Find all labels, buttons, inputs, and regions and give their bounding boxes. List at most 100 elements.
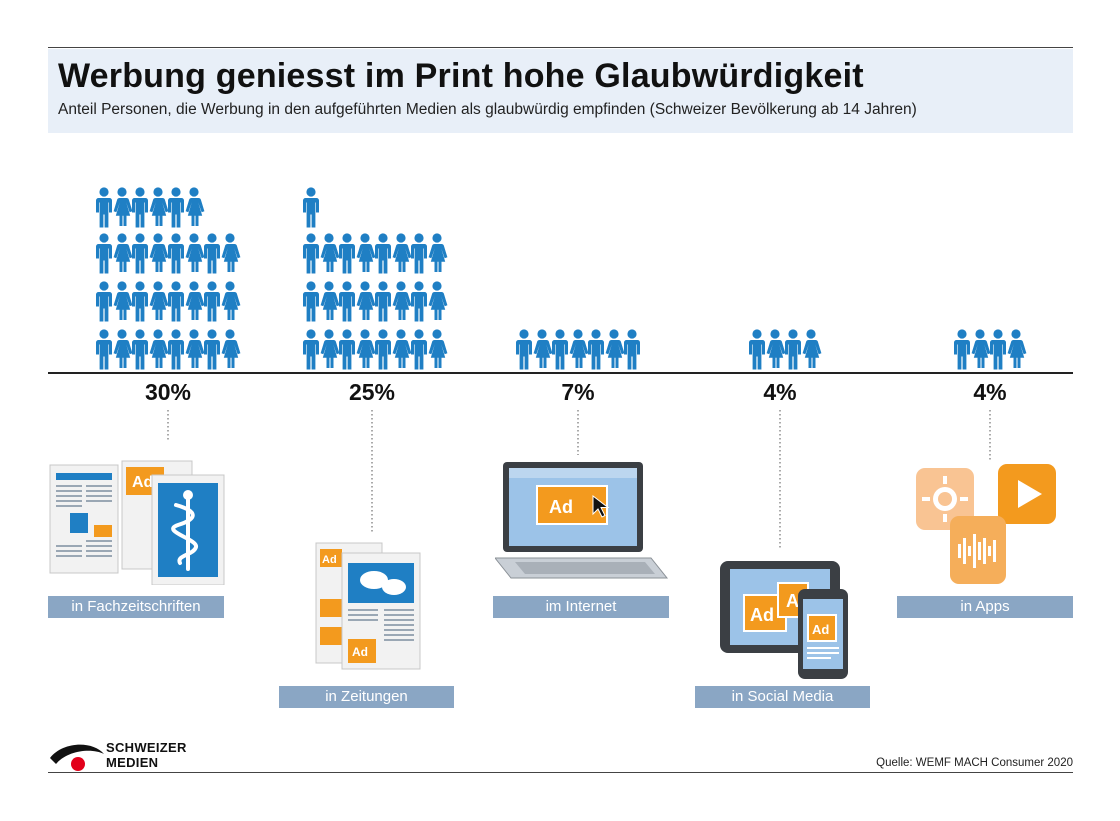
person-icon <box>339 281 355 322</box>
person-icon <box>303 233 319 274</box>
schweizer-medien-logo: SCHWEIZER MEDIEN <box>48 738 248 778</box>
person-icon <box>149 281 169 320</box>
audio-wave-icon <box>958 534 996 568</box>
value-label: 25% <box>349 379 395 405</box>
person-icon <box>149 187 169 226</box>
person-icon <box>375 233 391 274</box>
person-icon <box>221 281 241 320</box>
person-icon <box>375 281 391 322</box>
person-icon <box>221 329 241 368</box>
person-icon <box>113 233 133 272</box>
newspapers-illustration: Ad Ad <box>315 542 421 670</box>
person-icon <box>552 329 568 370</box>
person-icon <box>516 329 532 370</box>
person-icon <box>204 281 220 322</box>
header-band: Werbung geniesst im Print hohe Glaubwürd… <box>48 49 1073 133</box>
person-icon <box>113 329 133 368</box>
value-label: 4% <box>973 379 1006 405</box>
logo-line-2: MEDIEN <box>106 755 159 770</box>
ad-text: Ad <box>812 622 829 637</box>
leader-lines <box>167 410 991 548</box>
person-icon <box>569 329 589 368</box>
logo-mark-icon <box>50 744 104 771</box>
ad-text: Ad <box>352 645 368 659</box>
person-icon <box>132 187 148 228</box>
person-icon <box>392 329 412 368</box>
play-icon <box>1018 480 1042 508</box>
person-icon <box>802 329 822 368</box>
apps-illustration <box>916 464 1056 584</box>
person-icon <box>990 329 1006 370</box>
value-label: 7% <box>561 379 594 405</box>
person-icon <box>428 329 448 368</box>
person-icon <box>303 187 319 228</box>
person-icon <box>204 329 220 370</box>
person-icon <box>168 187 184 228</box>
person-icon <box>533 329 553 368</box>
caduceus-icon <box>171 491 198 571</box>
tablet-phone-illustration: Ad A Ad <box>720 561 848 679</box>
person-icon <box>185 187 205 226</box>
speech-bubbles-icon <box>360 571 406 595</box>
person-icon <box>132 233 148 274</box>
person-icon <box>204 233 220 274</box>
person-icon <box>428 233 448 272</box>
source-note: Quelle: WEMF MACH Consumer 2020 <box>876 757 1073 769</box>
person-icon <box>392 281 412 320</box>
value-labels: 30% 25% 7% 4% 4% <box>145 379 1007 405</box>
bottom-rule <box>48 772 1073 773</box>
category-label-social-media: in Social Media <box>695 686 870 708</box>
person-icon <box>149 233 169 272</box>
person-icon <box>339 329 355 370</box>
person-icon <box>428 281 448 320</box>
person-icon <box>168 329 184 370</box>
person-icon <box>96 329 112 370</box>
person-icon <box>375 329 391 370</box>
person-icon <box>356 281 376 320</box>
magazines-illustration: Ad <box>49 460 225 585</box>
person-icon <box>339 233 355 274</box>
person-icon <box>96 187 112 228</box>
person-icon <box>303 281 319 322</box>
person-icon <box>168 233 184 274</box>
person-icon <box>971 329 991 368</box>
person-icon <box>1007 329 1027 368</box>
person-icon <box>303 329 319 370</box>
category-label-internet: im Internet <box>493 596 669 618</box>
person-icon <box>785 329 801 370</box>
person-icon <box>411 329 427 370</box>
person-icon <box>356 233 376 272</box>
person-icon <box>392 233 412 272</box>
laptop-illustration: Ad <box>495 462 669 579</box>
person-icon <box>411 233 427 274</box>
person-icons <box>96 187 1027 370</box>
person-icon <box>168 281 184 322</box>
person-icon <box>624 329 640 370</box>
person-icon <box>221 233 241 272</box>
person-icon <box>132 329 148 370</box>
person-icon <box>113 187 133 226</box>
logo-line-1: SCHWEIZER <box>106 740 187 755</box>
person-icon <box>185 329 205 368</box>
cursor-icon <box>592 494 610 518</box>
ad-text: Ad <box>549 497 573 517</box>
person-icon <box>411 281 427 322</box>
value-label: 30% <box>145 379 191 405</box>
person-icon <box>185 233 205 272</box>
ad-text: Ad <box>132 474 153 491</box>
ad-text: Ad <box>322 554 337 566</box>
person-icon <box>766 329 786 368</box>
person-icon <box>749 329 765 370</box>
person-icon <box>149 329 169 368</box>
category-label-fachzeitschriften: in Fachzeitschriften <box>48 596 224 618</box>
ad-text-2: A <box>786 591 799 611</box>
person-icon <box>320 281 340 320</box>
person-icon <box>185 281 205 320</box>
page-subtitle: Anteil Personen, die Werbung in den aufg… <box>58 101 917 118</box>
category-label-apps: in Apps <box>897 596 1073 618</box>
top-rule <box>48 47 1073 48</box>
person-icon <box>588 329 604 370</box>
page-title: Werbung geniesst im Print hohe Glaubwürd… <box>58 57 864 95</box>
person-icon <box>605 329 625 368</box>
